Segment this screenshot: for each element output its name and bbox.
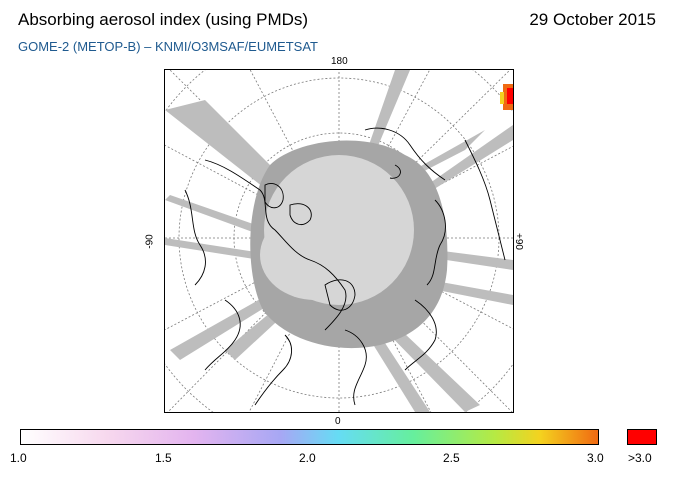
colorbar-tick-label: 3.0 <box>587 451 604 465</box>
colorbar-tick-label: 2.0 <box>299 451 316 465</box>
longitude-label-right: +90 <box>512 233 524 250</box>
coastlines <box>184 127 506 406</box>
longitude-label-top: 180 <box>331 56 348 67</box>
colorbar-tick-label: 1.5 <box>155 451 172 465</box>
colorbar <box>20 429 599 445</box>
high-aerosol-patch <box>500 84 513 110</box>
colorbar-tick-label: 1.0 <box>10 451 27 465</box>
longitude-label-bottom: 0 <box>335 416 341 427</box>
colorbar-overflow-swatch <box>627 429 657 445</box>
longitude-label-left: -90 <box>144 234 156 249</box>
map-subtitle: GOME-2 (METOP-B) – KNMI/O3MSAF/EUMETSAT <box>18 39 318 54</box>
polar-map-svg <box>165 70 513 412</box>
map-date: 29 October 2015 <box>529 10 656 29</box>
colorbar-overflow-label: >3.0 <box>628 451 652 465</box>
map-title: Absorbing aerosol index (using PMDs) <box>18 10 309 29</box>
colorbar-tick-label: 2.5 <box>443 451 460 465</box>
polar-map <box>164 69 514 413</box>
